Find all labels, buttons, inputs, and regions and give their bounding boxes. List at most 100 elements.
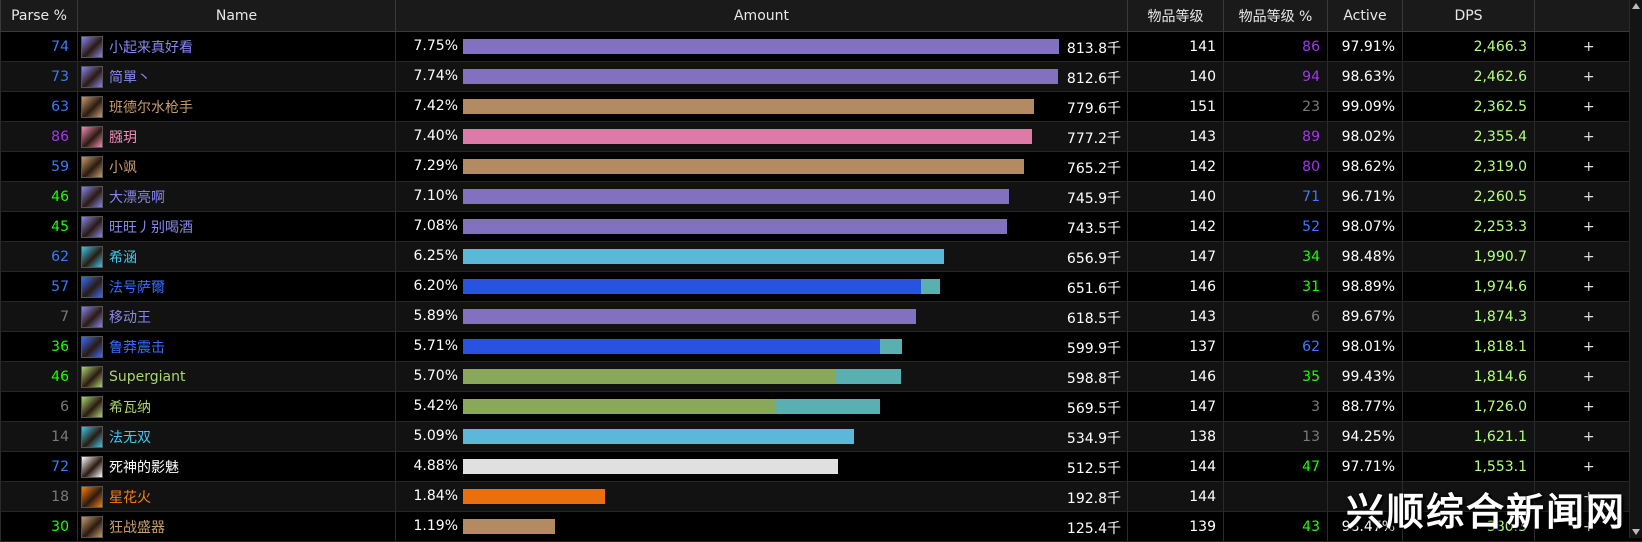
amount-percent: 5.70% xyxy=(396,368,458,384)
expand-row-icon[interactable]: + xyxy=(1535,332,1642,362)
amount-bar xyxy=(463,39,1059,54)
player-name-cell[interactable]: 鲁莽震击 xyxy=(78,332,396,362)
expand-row-icon[interactable]: + xyxy=(1535,62,1642,92)
expand-row-icon[interactable]: + xyxy=(1535,182,1642,212)
player-name-cell[interactable]: 小飒 xyxy=(78,152,396,182)
player-name[interactable]: 旺旺丿别喝酒 xyxy=(109,220,193,236)
item-level: 143 xyxy=(1128,122,1224,152)
expand-row-icon[interactable]: + xyxy=(1535,92,1642,122)
player-name-cell[interactable]: 移动王 xyxy=(78,302,396,332)
player-name[interactable]: 法无双 xyxy=(109,430,151,446)
expand-row-icon[interactable]: + xyxy=(1535,242,1642,272)
column-header-amount[interactable]: Amount xyxy=(396,0,1128,32)
dps-value: 2,260.5 xyxy=(1403,182,1535,212)
scroll-down-arrow-icon[interactable] xyxy=(1632,529,1640,535)
player-name-cell[interactable]: 膙玥 xyxy=(78,122,396,152)
player-name-cell[interactable]: 法号萨爾 xyxy=(78,272,396,302)
expand-row-icon[interactable]: + xyxy=(1535,362,1642,392)
player-name[interactable]: 希瓦纳 xyxy=(109,400,151,416)
dps-value: 2,253.3 xyxy=(1403,212,1535,242)
amount-percent: 7.08% xyxy=(396,218,458,234)
expand-row-icon[interactable]: + xyxy=(1535,212,1642,242)
amount-percent: 5.09% xyxy=(396,428,458,444)
dps-value: 2,462.6 xyxy=(1403,62,1535,92)
player-name[interactable]: Supergiant xyxy=(109,369,186,385)
expand-row-icon[interactable]: + xyxy=(1535,422,1642,452)
player-name[interactable]: 鲁莽震击 xyxy=(109,340,165,356)
amount-value: 777.2千 xyxy=(1067,128,1121,148)
parse-percent: 74 xyxy=(1,32,78,62)
player-name-cell[interactable]: 星花火 xyxy=(78,482,396,512)
class-spec-icon xyxy=(81,306,103,328)
amount-value: 598.8千 xyxy=(1067,368,1121,388)
player-name[interactable]: 星花火 xyxy=(109,490,151,506)
item-level: 144 xyxy=(1128,482,1224,512)
expand-row-icon[interactable]: + xyxy=(1535,122,1642,152)
player-name-cell[interactable]: 希涵 xyxy=(78,242,396,272)
class-spec-icon xyxy=(81,486,103,508)
column-header-ilvl-pct[interactable]: 物品等级 % xyxy=(1224,0,1328,32)
player-name-cell[interactable]: 旺旺丿别喝酒 xyxy=(78,212,396,242)
amount-bar-segment xyxy=(463,279,921,294)
scroll-up-arrow-icon[interactable] xyxy=(1632,3,1640,9)
player-name[interactable]: 法号萨爾 xyxy=(109,280,165,296)
parse-percent: 7 xyxy=(1,302,78,332)
player-name[interactable]: 小飒 xyxy=(109,160,137,176)
column-header-name[interactable]: Name xyxy=(78,0,396,32)
player-name[interactable]: 简單丶 xyxy=(109,70,151,86)
player-name-cell[interactable]: 简單丶 xyxy=(78,62,396,92)
player-name-cell[interactable]: Supergiant xyxy=(78,362,396,392)
amount-percent: 7.75% xyxy=(396,38,458,54)
player-name[interactable]: 膙玥 xyxy=(109,130,137,146)
player-name[interactable]: 移动王 xyxy=(109,310,151,326)
column-header-dps[interactable]: DPS xyxy=(1403,0,1535,32)
scrollbar[interactable] xyxy=(1629,0,1642,538)
expand-row-icon[interactable]: + xyxy=(1535,272,1642,302)
item-level: 139 xyxy=(1128,512,1224,542)
column-header-active[interactable]: Active xyxy=(1328,0,1403,32)
amount-percent: 1.19% xyxy=(396,518,458,534)
amount-bar xyxy=(463,249,944,264)
player-name-cell[interactable]: 死神的影魅 xyxy=(78,452,396,482)
player-name[interactable]: 狂战盛器 xyxy=(109,520,165,536)
player-name-cell[interactable]: 大漂亮啊 xyxy=(78,182,396,212)
player-name[interactable]: 小起来真好看 xyxy=(109,40,193,56)
amount-value: 745.9千 xyxy=(1067,188,1121,208)
player-name[interactable]: 希涵 xyxy=(109,250,137,266)
player-name-cell[interactable]: 小起来真好看 xyxy=(78,32,396,62)
player-name-cell[interactable]: 班德尔水枪手 xyxy=(78,92,396,122)
item-level-percent: 6 xyxy=(1224,302,1328,332)
expand-row-icon[interactable]: + xyxy=(1535,302,1642,332)
column-header-parse[interactable]: Parse % xyxy=(1,0,78,32)
player-name[interactable]: 班德尔水枪手 xyxy=(109,100,193,116)
player-name-cell[interactable]: 狂战盛器 xyxy=(78,512,396,542)
player-name-cell[interactable]: 法无双 xyxy=(78,422,396,452)
expand-row-icon[interactable]: + xyxy=(1535,32,1642,62)
item-level: 140 xyxy=(1128,182,1224,212)
amount-value: 656.9千 xyxy=(1067,248,1121,268)
player-name[interactable]: 大漂亮啊 xyxy=(109,190,165,206)
player-name[interactable]: 死神的影魅 xyxy=(109,460,179,476)
expand-row-icon[interactable]: + xyxy=(1535,452,1642,482)
column-header-ilvl[interactable]: 物品等级 xyxy=(1128,0,1224,32)
amount-bar-segment xyxy=(463,99,1034,114)
expand-row-icon[interactable]: + xyxy=(1535,392,1642,422)
player-name-cell[interactable]: 希瓦纳 xyxy=(78,392,396,422)
expand-row-icon[interactable]: + xyxy=(1535,152,1642,182)
